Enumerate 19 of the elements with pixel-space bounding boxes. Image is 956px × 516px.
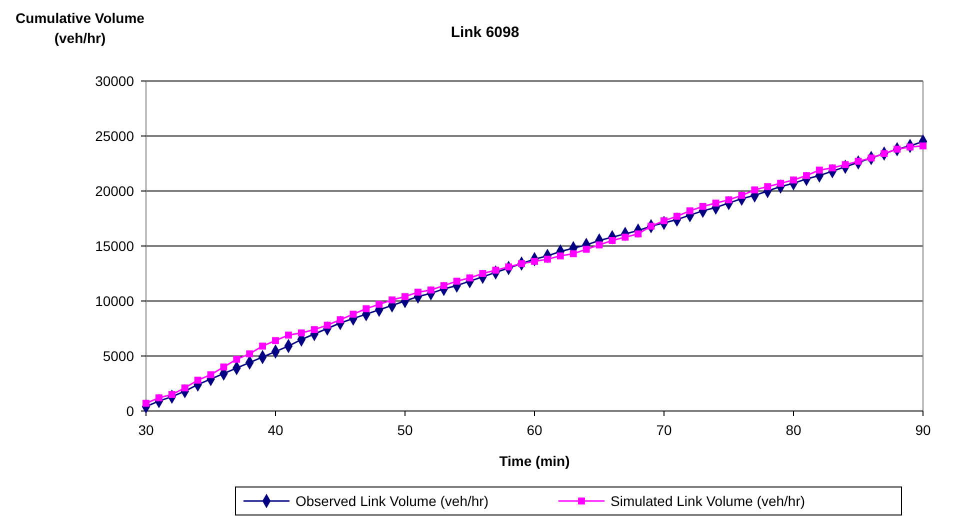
x-tick-label: 70: [656, 422, 672, 438]
y-tick-label: 30000: [95, 72, 134, 89]
x-tick-label: 40: [268, 422, 284, 438]
x-tick-label: 50: [397, 422, 413, 438]
y-tick-label: 20000: [95, 182, 134, 199]
legend-label: Simulated Link Volume (veh/hr): [610, 492, 806, 509]
chart-title: Link 6098: [450, 24, 520, 41]
y-tick-label: 0: [126, 402, 134, 419]
x-tick-label: 80: [786, 422, 802, 438]
x-axis-title: Time (min): [499, 453, 570, 469]
x-tick-label: 90: [915, 422, 931, 438]
y-tick-label: 25000: [95, 128, 134, 144]
y-tick-label: 15000: [95, 238, 134, 254]
y-tick-label: 5000: [102, 348, 134, 364]
y-axis-title: Cumulative Volume (veh/hr): [16, 10, 145, 46]
legend-label: Observed Link Volume (veh/hr): [296, 492, 488, 509]
x-tick-label: 30: [138, 422, 154, 438]
x-tick-label: 60: [526, 422, 542, 438]
y-tick-label: 10000: [95, 292, 134, 309]
